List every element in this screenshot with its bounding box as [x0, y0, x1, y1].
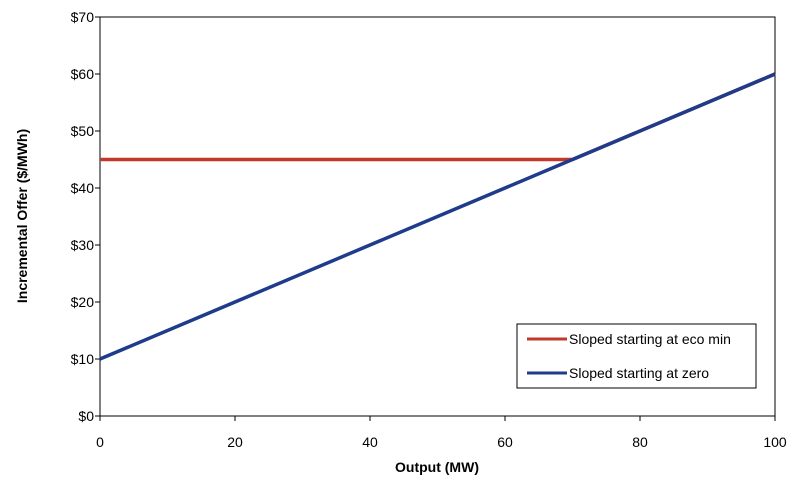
- y-tick-label: $30: [71, 237, 95, 253]
- x-tick-label: 100: [763, 434, 787, 450]
- x-tick-label: 0: [96, 434, 104, 450]
- series-line-zero: [99, 72, 776, 361]
- y-tick-label: $20: [71, 294, 95, 310]
- y-tick-label: $10: [71, 351, 95, 367]
- x-tick-label: 60: [497, 434, 513, 450]
- y-tick-label: $50: [71, 123, 95, 139]
- y-tick-label: $40: [71, 180, 95, 196]
- x-tick-label: 40: [362, 434, 378, 450]
- x-axis-title: Output (MW): [395, 459, 479, 475]
- x-axis: 0 20 40 60 80 100: [96, 416, 787, 450]
- y-tick-label: $0: [78, 408, 94, 424]
- y-axis: $0 $10 $20 $30 $40 $50 $60 $70: [71, 9, 100, 424]
- y-tick-label: $70: [71, 9, 95, 25]
- x-tick-label: 20: [227, 434, 243, 450]
- legend-box: [516, 323, 757, 389]
- legend: Sloped starting at eco min Sloped starti…: [516, 323, 757, 389]
- y-axis-title: Incremental Offer ($/MWh): [14, 129, 30, 303]
- legend-label-eco-min: Sloped starting at eco min: [569, 331, 731, 347]
- legend-label-zero: Sloped starting at zero: [569, 365, 709, 381]
- x-tick-label: 80: [632, 434, 648, 450]
- series-layer: [99, 72, 776, 361]
- y-tick-label: $60: [71, 66, 95, 82]
